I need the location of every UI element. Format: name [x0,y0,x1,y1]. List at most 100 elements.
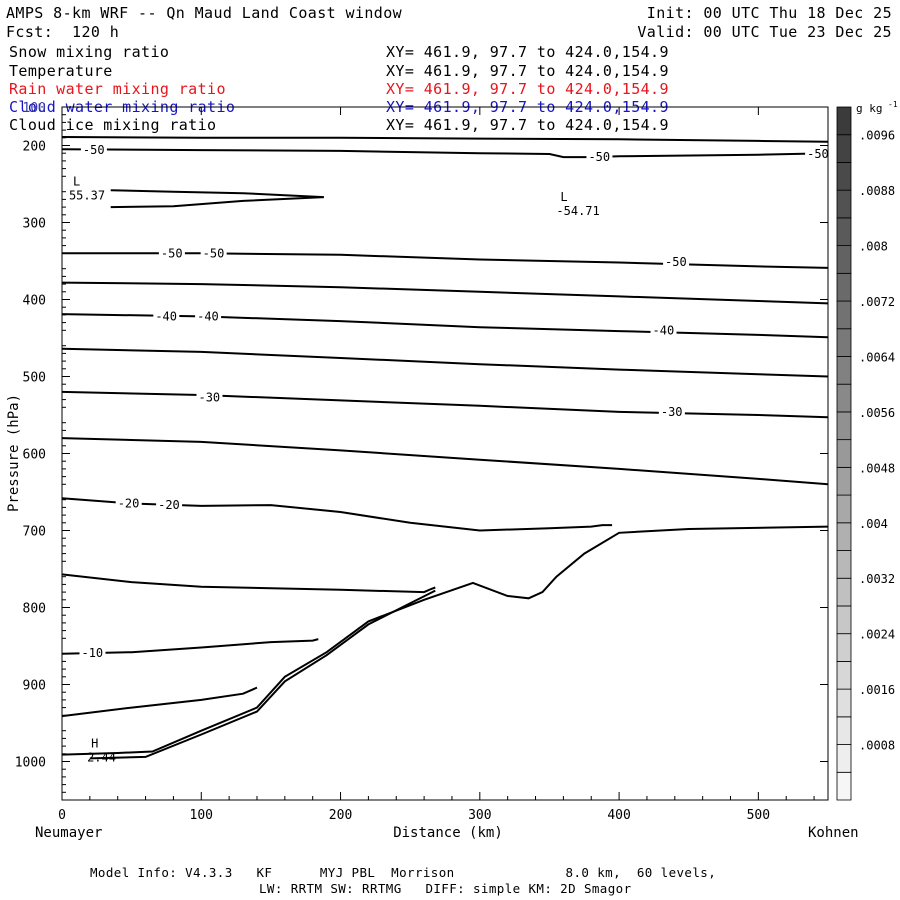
contour-label-bg [196,389,223,404]
isotherm-minus-30 [61,390,829,419]
colorbar-segment [836,162,852,191]
terrain-surface-inner [89,589,436,760]
contour-label: -50 [807,147,829,161]
contour-label: -40 [197,309,219,323]
extremum-value: -54.71 [556,204,599,218]
field-xy: XY= 461.9, 97.7 to 424.0,154.9 [386,80,669,98]
colorbar-label: .0016 [859,683,895,697]
contour-label-bg [805,145,832,160]
isotherm-minus-25 [61,437,829,486]
forecast-hour: Fcst: 120 h [6,23,120,41]
x-tick-label: 500 [747,808,770,823]
colorbar-segment [836,300,852,330]
contour-label: -30 [661,405,683,419]
y-axis-title: Pressure (hPa) [6,394,22,512]
physics-info: LW: RRTM SW: RRTMG DIFF: simple KM: 2D S… [259,881,632,896]
isotherm-minus-50-a [61,148,829,159]
colorbar-label: .0024 [859,628,895,642]
y-tick-label: 200 [23,140,46,155]
field-name: Temperature [9,62,113,80]
x-axis-title: Distance (km) [393,825,503,841]
y-tick-label: 700 [23,525,46,540]
contour-label-bg [115,495,142,510]
x-tick-label: 200 [329,808,352,823]
colorbar-segment [836,217,852,247]
contour-label: -50 [83,143,105,157]
field-name: Cloud ice mixing ratio [9,116,217,134]
field-xy: XY= 461.9, 97.7 to 424.0,154.9 [386,43,669,61]
contour-label: -40 [653,323,675,337]
contour-label-bg [650,322,677,337]
isotherm-l-loop-bottom [110,196,324,209]
colorbar-segment [836,633,852,662]
x-right-endpoint: Kohnen [808,825,859,841]
y-tick-label: 900 [23,679,46,694]
colorbar-label: .004 [859,517,888,531]
isotherm-l-loop-top [110,189,324,199]
colorbar-segment [836,328,852,357]
colorbar-label: .0048 [859,461,895,475]
field-name: Rain water mixing ratio [9,80,226,98]
contour-label-bg [586,149,613,164]
colorbar: .0008 .0016 .0024 .0032 .004 .0048 .0056 .0064.… [836,100,898,801]
y-tick-label: 600 [23,448,46,463]
colorbar-segment [836,605,852,635]
contour-label-bg [200,245,227,260]
isotherm-upper [61,136,829,143]
colorbar-segment [836,106,852,136]
colorbar-unit: g kg [856,102,883,115]
colorbar-segment [836,439,852,468]
colorbar-segment [836,550,852,579]
extremum-kind: L [73,175,80,189]
isotherm-minus-20 [61,497,613,532]
y-tick-label: 300 [23,217,46,232]
y-tick-label: 800 [23,602,46,617]
colorbar-label: .008 [859,240,888,254]
valid-time: Valid: 00 UTC Tue 23 Dec 25 [637,23,892,41]
isotherm-minus-10 [61,638,319,655]
x-tick-label: 400 [607,808,630,823]
x-tick-label: 300 [468,808,491,823]
colorbar-label: .0032 [859,572,895,586]
colorbar-unit-exponent: -1 [888,100,898,109]
extremum-kind: H [91,737,98,751]
contour-label: -50 [588,150,610,164]
y-tick-label: 400 [23,294,46,309]
extremum-kind: L [560,190,567,204]
contour-label-bg [158,245,185,260]
field-xy: XY= 461.9, 97.7 to 424.0,154.9 [386,62,669,80]
colorbar-label: .0008 [859,739,895,753]
plot-area: -50 -50 -50 -50 -50 -50 -40 -40 -40 -30 -30 -20 -20 -… [15,101,832,823]
contour-label: -30 [198,390,220,404]
contour-label: -50 [161,246,183,260]
extremum-value: 2.44 [87,751,116,765]
extremum-value: 55.37 [69,189,105,203]
field-name: Snow mixing ratio [9,43,170,61]
colorbar-segment [836,356,852,385]
colorbar-segment [836,245,852,274]
x-tick-label: 100 [190,808,213,823]
contour-label-bg [153,308,180,323]
colorbar-label: .0056 [859,406,895,420]
contour-label-bg [79,644,106,659]
isotherm-minus-35 [61,347,829,378]
y-tick-label: 100 [23,101,46,116]
plot-frame [61,106,829,801]
colorbar-segment [836,494,852,524]
colorbar-segment [836,744,852,773]
isotherm-minus-45 [61,281,829,305]
x-left-endpoint: Neumayer [35,825,102,841]
colorbar-segment [836,661,852,690]
model-info: Model Info: V4.3.3 KF MYJ PBL Morrison 8… [90,865,717,880]
colorbar-segment [836,383,852,413]
contour-label-bg [80,142,107,157]
colorbar-segment [836,688,852,718]
header-title: AMPS 8-km WRF -- Qn Maud Land Coast wind… [6,4,403,22]
contour-label: -50 [665,255,687,269]
colorbar-label: .0096 [859,129,895,143]
colorbar-segment [836,134,852,163]
contour-label: -10 [81,646,103,660]
colorbar-label: .0064 [859,350,895,364]
contour-label-bg [658,403,685,418]
